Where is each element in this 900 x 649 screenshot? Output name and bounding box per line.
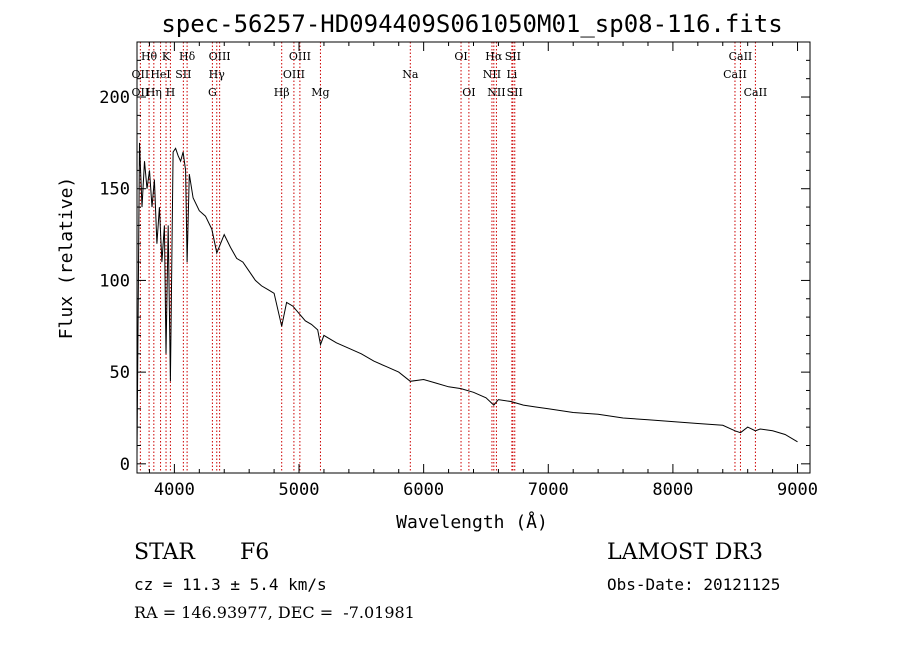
spectrum-line (136, 142, 798, 455)
line-label: SII (507, 86, 523, 99)
line-label: G (208, 86, 217, 99)
obs-date-text: Obs-Date: 20121125 (607, 575, 781, 594)
line-label: NII (487, 86, 505, 99)
coordinates-text: RA = 146.93977, DEC = -7.01981 (134, 603, 415, 622)
line-label: Hα (485, 50, 503, 63)
x-tick-label: 9000 (777, 480, 818, 500)
y-tick-label: 50 (110, 363, 130, 383)
line-label: H (166, 86, 176, 99)
line-label: CaII (723, 68, 747, 81)
line-label: SII (505, 50, 521, 63)
line-label: Hγ (209, 68, 226, 81)
line-label: HeI (150, 68, 170, 81)
y-tick-label: 200 (99, 88, 130, 108)
line-label: K (162, 50, 171, 63)
line-label: OIII (289, 50, 311, 63)
plot-frame (136, 41, 811, 474)
line-label: OI (462, 86, 475, 99)
chart-title: spec-56257-HD094409S061050M01_sp08-116.f… (161, 10, 782, 38)
line-label: OII (132, 68, 150, 81)
line-label: Mg (311, 86, 329, 99)
x-tick-label: 7000 (528, 480, 569, 500)
x-tick-label: 4000 (154, 480, 195, 500)
y-axis-ticks: 0 50 100 150 200 (99, 59, 810, 475)
y-tick-label: 150 (99, 180, 130, 200)
x-axis-label: Wavelength (Å) (396, 511, 548, 533)
line-label: Na (402, 68, 419, 81)
line-label: OIII (283, 68, 305, 81)
class-label: STAR (134, 540, 195, 565)
line-label: Hη (146, 86, 162, 99)
line-label: CaII (729, 50, 753, 63)
line-label: Hδ (179, 50, 196, 63)
x-axis-ticks: 4000 5000 6000 7000 8000 9000 (148, 42, 818, 500)
line-label: Li (506, 68, 517, 81)
y-tick-label: 100 (99, 271, 130, 291)
x-tick-label: 5000 (279, 480, 320, 500)
line-label: OIII (209, 50, 231, 63)
redshift-text: cz = 11.3 ± 5.4 km/s (134, 575, 327, 594)
emission-line-markers (139, 42, 756, 473)
line-label: OII (132, 86, 150, 99)
line-label: Hβ (274, 86, 290, 99)
line-label: CaII (744, 86, 768, 99)
y-axis-label: Flux (relative) (56, 177, 77, 340)
line-label: NII (483, 68, 501, 81)
x-tick-label: 8000 (652, 480, 693, 500)
subclass-label: F6 (240, 540, 270, 565)
x-tick-label: 6000 (403, 480, 444, 500)
line-label: Hθ (141, 50, 158, 63)
line-label: SII (175, 68, 191, 81)
y-tick-label: 0 (120, 455, 130, 475)
line-label: OI (454, 50, 467, 63)
survey-label: LAMOST DR3 (607, 540, 763, 565)
